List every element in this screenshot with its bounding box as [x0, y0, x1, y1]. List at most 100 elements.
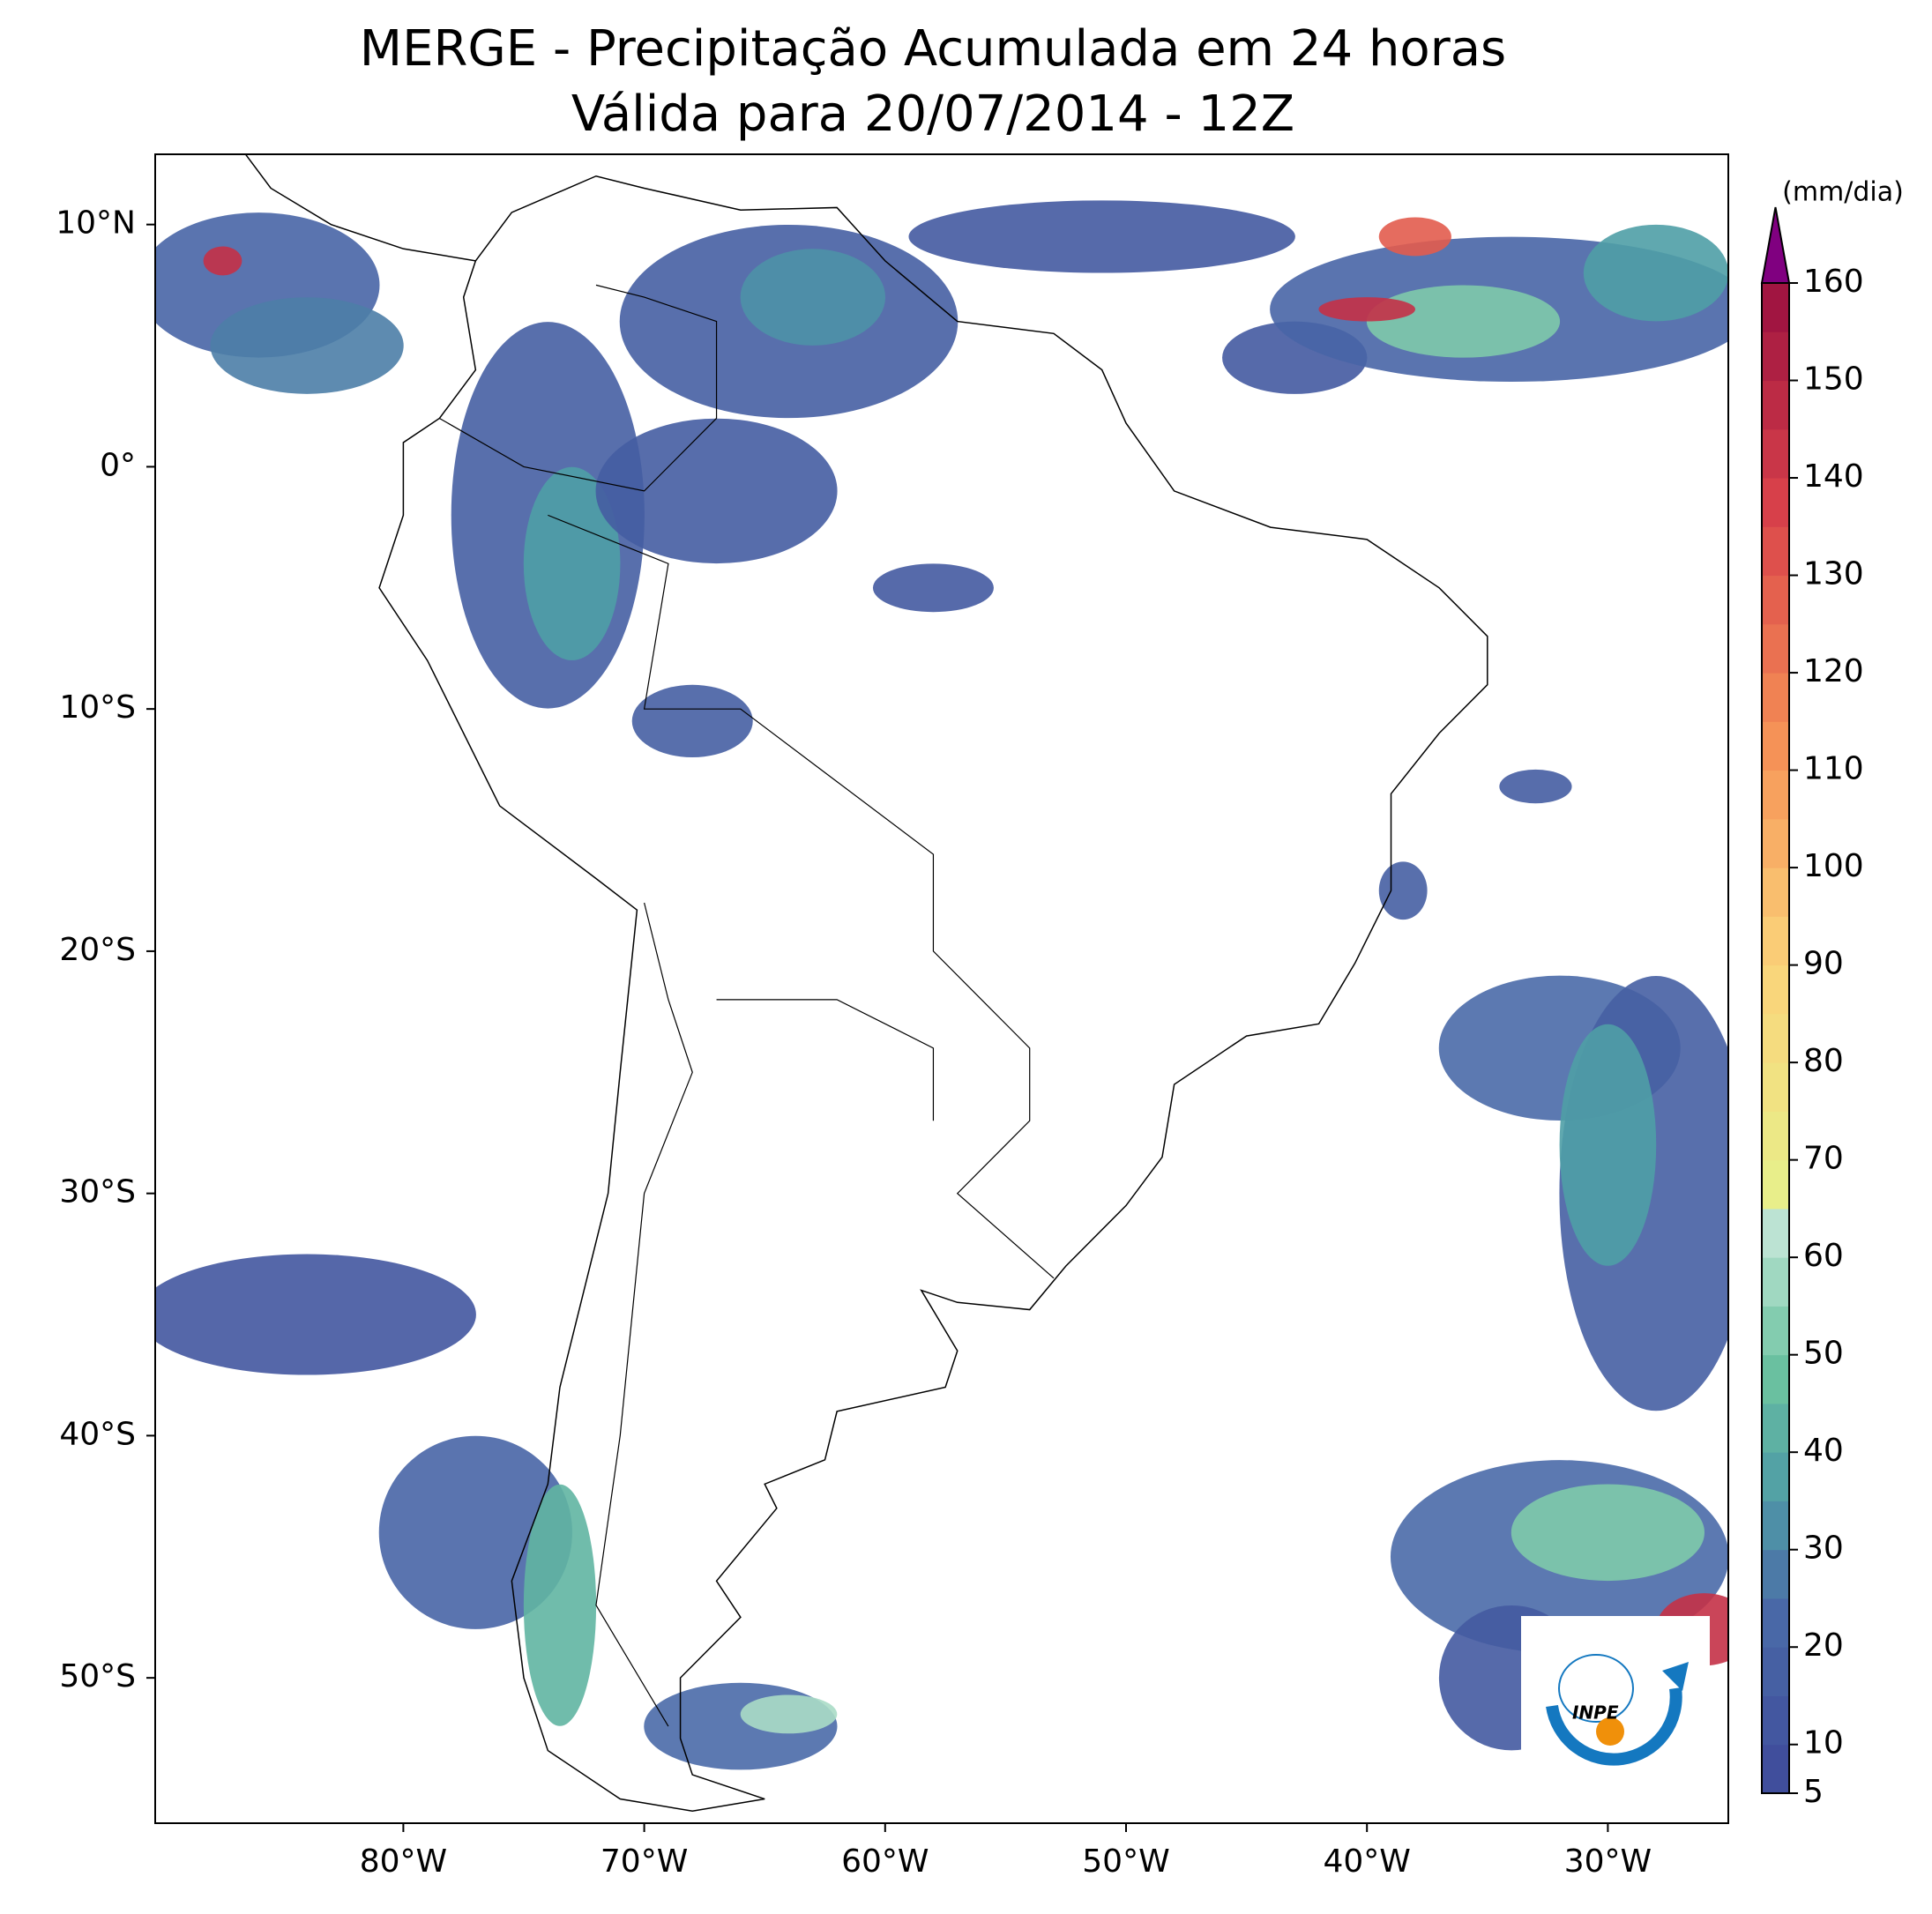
logo-orbit: [1558, 1654, 1634, 1723]
border: [595, 902, 693, 1727]
colorbar-segment: [1762, 1159, 1789, 1210]
y-tick-label: 40°S: [59, 1416, 136, 1452]
map-frame: [154, 153, 1729, 1824]
precip-area: [210, 297, 404, 394]
precip-area: [1499, 769, 1572, 804]
y-tick-label: 10°N: [56, 205, 136, 242]
colorbar-segment: [1762, 721, 1789, 771]
precip-area: [155, 1254, 476, 1375]
precip-area: [1559, 1024, 1657, 1266]
colorbar-segment: [1762, 1013, 1789, 1063]
title-line: Válida para 20/07/2014 - 12Z: [571, 86, 1294, 143]
precip-area: [595, 418, 838, 564]
colorbar-segment: [1762, 1354, 1789, 1404]
precip-area: [908, 200, 1295, 273]
colorbar-tick-label: 50: [1803, 1336, 1844, 1372]
y-tick-label: 50°S: [59, 1658, 136, 1694]
coastline: [244, 154, 476, 262]
precip-area: [203, 246, 242, 276]
precip-area: [1378, 861, 1428, 920]
colorbar-tick-label: 160: [1803, 264, 1864, 300]
colorbar-tick-label: 20: [1803, 1627, 1844, 1664]
colorbar-segment: [1762, 1403, 1789, 1453]
colorbar-frame: [1761, 282, 1790, 1794]
colorbar-tick-label: 120: [1803, 653, 1864, 689]
colorbar-segment: [1762, 1306, 1789, 1356]
colorbar-segment: [1762, 331, 1789, 382]
precip-area: [872, 563, 994, 613]
colorbar-segment: [1762, 478, 1789, 527]
y-tick-label: 20°S: [59, 932, 136, 968]
colorbar-tick-label: 140: [1803, 458, 1864, 495]
border: [716, 999, 935, 1121]
coastline: [378, 175, 1488, 1813]
colorbar-segment: [1762, 1208, 1789, 1258]
border: [548, 514, 1055, 1279]
border: [439, 284, 718, 492]
precip-area: [740, 249, 886, 346]
logo-text: INPE: [1572, 1702, 1619, 1724]
x-tick-label: 30°W: [1564, 1843, 1652, 1880]
precip-area: [740, 1694, 838, 1734]
colorbar-segment: [1762, 770, 1789, 820]
precip-area: [1511, 1484, 1704, 1582]
precip-area: [1378, 217, 1451, 257]
colorbar-segment: [1762, 526, 1789, 577]
precip-area: [1318, 297, 1415, 322]
precip-area: [631, 684, 753, 758]
logo-sun: [1596, 1717, 1624, 1746]
x-tick-label: 40°W: [1323, 1843, 1410, 1880]
title-line: MERGE - Precipitação Acumulada em 24 hor…: [360, 20, 1506, 78]
colorbar-tick-label: 90: [1803, 946, 1844, 982]
colorbar-tick-label: 150: [1803, 361, 1864, 398]
logo-arrow: [1662, 1662, 1689, 1691]
x-tick-label: 60°W: [841, 1843, 929, 1880]
logo-arc: [1546, 1687, 1682, 1766]
colorbar-segment: [1762, 1549, 1789, 1599]
precip-area: [1583, 224, 1728, 322]
precip-area: [378, 1435, 572, 1629]
colorbar-segment: [1762, 818, 1789, 868]
y-tick-label: 30°S: [59, 1174, 136, 1210]
x-tick-label: 50°W: [1082, 1843, 1169, 1880]
x-tick-label: 80°W: [360, 1843, 447, 1880]
colorbar-tick-label: 10: [1803, 1725, 1844, 1761]
colorbar-segment: [1762, 380, 1789, 430]
colorbar-segment: [1762, 916, 1789, 966]
colorbar-segment: [1762, 673, 1789, 722]
precip-area: [523, 1484, 597, 1726]
colorbar-segment: [1762, 428, 1789, 479]
map-area: [155, 154, 1728, 1813]
colorbar-segment: [1762, 1501, 1789, 1551]
y-tick-label: 10°S: [59, 689, 136, 726]
colorbar-tick-label: 100: [1803, 848, 1864, 884]
colorbar: 5 10 20 30 40 50 60 70 80 90 100 110 120 130 140 150 160: [1760, 206, 1864, 1810]
colorbar-tick-label: 80: [1803, 1043, 1844, 1079]
colorbar-segment: [1762, 1597, 1789, 1648]
colorbar-tick-label: 60: [1803, 1238, 1844, 1274]
colorbar-segment: [1762, 868, 1789, 917]
colorbar-tick-label: 70: [1803, 1141, 1844, 1177]
colorbar-segment: [1762, 1257, 1789, 1307]
x-tick-label: 70°W: [600, 1843, 688, 1880]
colorbar-segment: [1762, 575, 1789, 625]
colorbar-segment: [1762, 1647, 1789, 1696]
precip-area: [1366, 285, 1561, 358]
colorbar-segment: [1762, 1744, 1789, 1794]
y-tick-label: 0°: [100, 447, 136, 483]
colorbar-tick-label: 5: [1803, 1774, 1824, 1810]
colorbar-segment: [1762, 1695, 1789, 1746]
colorbar-tick-label: 130: [1803, 556, 1864, 592]
colorbar-segment: [1762, 283, 1789, 332]
colorbar-label: (mm/dia): [1782, 177, 1904, 208]
colorbar-tick-label: 110: [1803, 751, 1864, 787]
colorbar-tick-label: 30: [1803, 1530, 1844, 1567]
colorbar-tick-label: 40: [1803, 1433, 1844, 1469]
colorbar-segment: [1762, 1452, 1789, 1501]
inpe-logo: INPE: [1521, 1616, 1710, 1796]
colorbar-segment: [1762, 623, 1789, 674]
precip-area: [523, 466, 621, 660]
colorbar-segment: [1762, 964, 1789, 1015]
colorbar-segment: [1762, 1111, 1789, 1161]
